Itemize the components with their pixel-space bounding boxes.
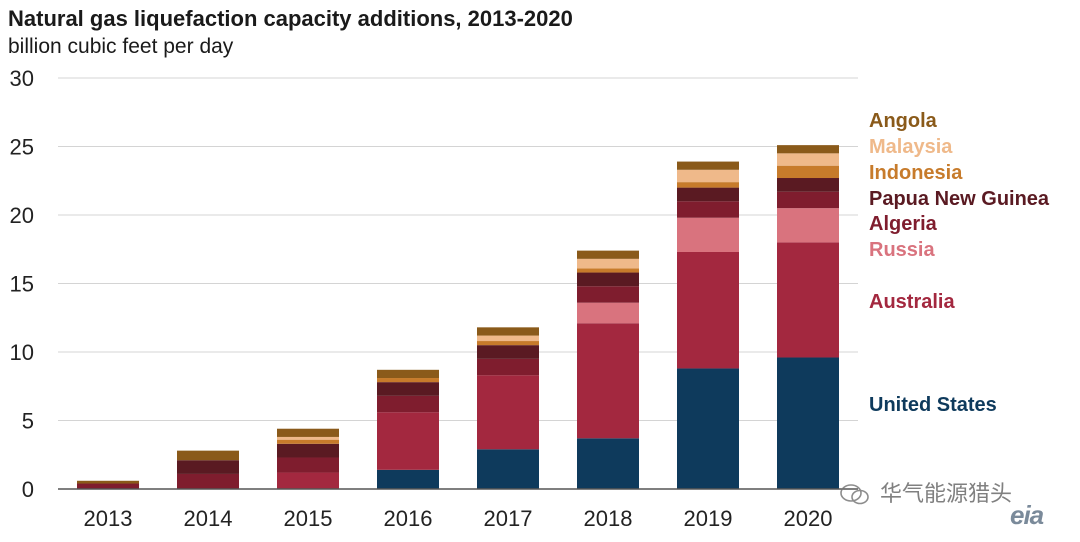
bar-segment-indonesia-2019: [677, 182, 739, 188]
bar-segment-indonesia-2016: [377, 378, 439, 383]
legend-label-papua-new-guinea: Papua New Guinea: [869, 188, 1050, 210]
bar-segment-papua-new-guinea-2019: [677, 187, 739, 202]
bar-segment-algeria-2018: [577, 286, 639, 303]
bar-segment-united-states-2018: [577, 438, 639, 489]
bar-segment-algeria-2017: [477, 358, 539, 376]
bar-segment-united-states-2020: [777, 357, 839, 489]
legend-label-russia: Russia: [869, 239, 935, 261]
bar-segment-united-states-2019: [677, 368, 739, 489]
bar-segment-australia-2018: [577, 323, 639, 439]
legend-label-angola: Angola: [869, 110, 938, 132]
x-tick-label: 2019: [684, 506, 733, 531]
bars: [77, 145, 839, 489]
watermark-text: 华气能源猎头: [880, 481, 1013, 506]
bar-segment-malaysia-2018: [577, 258, 639, 269]
bar-segment-algeria-2020: [777, 191, 839, 209]
bar-segment-angola-2018: [577, 250, 639, 259]
x-tick-label: 2018: [584, 506, 633, 531]
bar-segment-algeria-2015: [277, 457, 339, 473]
bar-segment-australia-2019: [677, 251, 739, 369]
bar-segment-united-states-2017: [477, 449, 539, 489]
legend-label-united-states: United States: [869, 394, 997, 416]
bar-segment-papua-new-guinea-2015: [277, 443, 339, 458]
bar-segment-malaysia-2017: [477, 335, 539, 342]
bar-segment-papua-new-guinea-2017: [477, 345, 539, 359]
bar-segment-australia-2015: [277, 472, 339, 489]
legend-label-malaysia: Malaysia: [869, 136, 953, 158]
bar-segment-australia-2017: [477, 375, 539, 450]
legend-label-algeria: Algeria: [869, 213, 938, 235]
bar-segment-australia-2020: [777, 242, 839, 358]
bar-segment-malaysia-2015: [277, 436, 339, 440]
bar-segment-russia-2019: [677, 217, 739, 252]
bar-segment-russia-2020: [777, 208, 839, 243]
bar-segment-algeria-2019: [677, 201, 739, 218]
bar-segment-russia-2018: [577, 302, 639, 324]
y-tick-label: 15: [10, 272, 34, 297]
x-tick-label: 2014: [184, 506, 233, 531]
bar-segment-angola-2016: [377, 369, 439, 379]
x-tick-label: 2017: [484, 506, 533, 531]
bar-segment-papua-new-guinea-2020: [777, 178, 839, 192]
bar-segment-papua-new-guinea-2018: [577, 272, 639, 287]
bar-segment-angola-2019: [677, 161, 739, 170]
bar-segment-indonesia-2018: [577, 268, 639, 273]
y-tick-label: 25: [10, 135, 34, 160]
bar-segment-algeria-2014: [177, 473, 239, 489]
bar-segment-indonesia-2020: [777, 165, 839, 179]
legend-label-australia: Australia: [869, 291, 955, 313]
watermark: 华气能源猎头: [840, 476, 1012, 508]
bar-segment-angola-2014: [177, 450, 239, 461]
chart-title: Natural gas liquefaction capacity additi…: [8, 6, 573, 31]
x-tick-label: 2016: [384, 506, 433, 531]
x-tick-label: 2020: [784, 506, 833, 531]
y-tick-label: 0: [22, 477, 34, 502]
legend: United States Australia Russia Algeria Papua…: [869, 110, 1050, 416]
legend-label-indonesia: Indonesia: [869, 162, 963, 184]
bar-segment-angola-2013: [77, 480, 139, 484]
bar-segment-united-states-2016: [377, 469, 439, 489]
bar-segment-indonesia-2017: [477, 341, 539, 346]
bar-segment-malaysia-2019: [677, 169, 739, 183]
wechat-icon: [840, 484, 869, 505]
bar-segment-algeria-2013: [77, 483, 139, 489]
bar-segment-indonesia-2015: [277, 439, 339, 444]
bar-segment-papua-new-guinea-2016: [377, 382, 439, 396]
y-tick-label: 5: [22, 409, 34, 434]
y-tick-label: 30: [10, 66, 34, 91]
eia-logo: eia: [1010, 500, 1044, 530]
x-tick-label: 2013: [84, 506, 133, 531]
x-tick-label: 2015: [284, 506, 333, 531]
bar-segment-angola-2020: [777, 145, 839, 154]
bar-segment-australia-2016: [377, 412, 439, 470]
x-axis-ticks: 2013 2014 2015 2016 2017 2018 2019 2020: [84, 506, 833, 531]
y-axis-ticks: 0 5 10 15 20 25 30: [10, 66, 34, 502]
bar-segment-angola-2015: [277, 428, 339, 437]
bar-segment-papua-new-guinea-2014: [177, 460, 239, 474]
bar-segment-algeria-2016: [377, 395, 439, 413]
y-tick-label: 20: [10, 203, 34, 228]
bar-segment-malaysia-2020: [777, 153, 839, 166]
bar-segment-angola-2017: [477, 327, 539, 336]
chart-subtitle: billion cubic feet per day: [8, 35, 234, 58]
y-tick-label: 10: [10, 340, 34, 365]
